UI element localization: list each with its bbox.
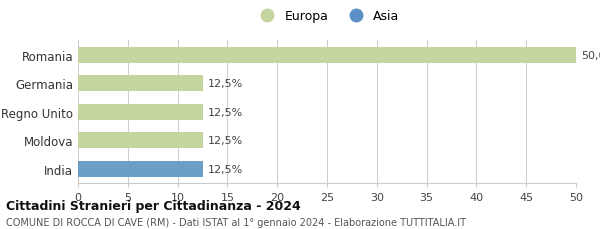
- Bar: [78, 76, 203, 92]
- Text: 12,5%: 12,5%: [208, 107, 243, 117]
- Text: Cittadini Stranieri per Cittadinanza - 2024: Cittadini Stranieri per Cittadinanza - 2…: [6, 199, 301, 212]
- Text: 12,5%: 12,5%: [208, 136, 243, 146]
- Text: COMUNE DI ROCCA DI CAVE (RM) - Dati ISTAT al 1° gennaio 2024 - Elaborazione TUTT: COMUNE DI ROCCA DI CAVE (RM) - Dati ISTA…: [6, 218, 466, 227]
- Bar: [78, 161, 203, 177]
- Text: 12,5%: 12,5%: [208, 164, 243, 174]
- Text: 50,0%: 50,0%: [581, 51, 600, 60]
- Bar: [78, 104, 203, 120]
- Legend: Europa, Asia: Europa, Asia: [250, 5, 404, 28]
- Text: 12,5%: 12,5%: [208, 79, 243, 89]
- Bar: [78, 133, 203, 148]
- Bar: [78, 48, 576, 63]
